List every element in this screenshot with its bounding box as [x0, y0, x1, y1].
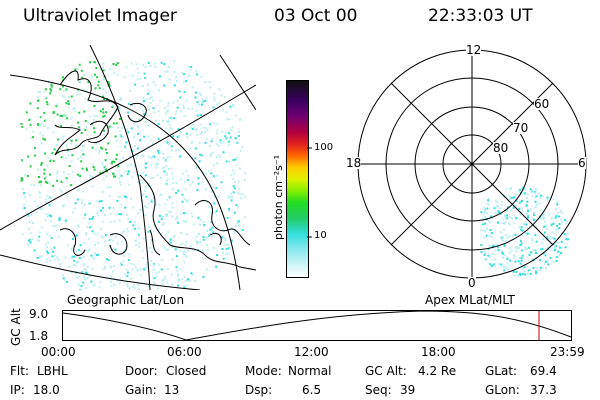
ip-value: 18.0 [33, 383, 60, 397]
glat-label: GLat: [485, 364, 518, 378]
glon-value: 37.3 [530, 383, 557, 397]
timeline-xtick-0600: 06:00 [167, 345, 202, 359]
mlat-label-70: 70 [513, 121, 529, 135]
door-label: Door: [125, 364, 158, 378]
polar-grid [357, 49, 587, 279]
gain-value: 13 [164, 383, 180, 397]
gc-alt-label: GC Alt: [365, 364, 407, 378]
graticule [0, 45, 256, 290]
seq-value: 39 [400, 383, 416, 397]
colorbar-tick-100: 100 [314, 142, 334, 153]
polar-aurora-emission [480, 186, 570, 277]
mlt-label-0: 0 [468, 276, 476, 290]
polar-mlt-plot [357, 49, 587, 279]
dsp-value: 6.5 [302, 383, 322, 397]
altitude-timeline [62, 310, 572, 341]
timeline-xtick-0000: 00:00 [41, 345, 76, 359]
timeline-xtick-1800: 18:00 [421, 345, 456, 359]
observation-date: 03 Oct 00 [274, 6, 358, 26]
timeline-xtick-2359: 23:59 [550, 345, 585, 359]
instrument-title: Ultraviolet Imager [23, 6, 177, 26]
colorbar-label: photon cm⁻²s⁻¹ [272, 154, 285, 240]
mlat-label-80: 80 [493, 141, 509, 155]
mlt-label-12: 12 [466, 43, 482, 57]
timeline-ytick-min: 1.8 [29, 329, 49, 343]
colorbar-tick-10: 10 [314, 230, 327, 241]
seq-label: Seq: [365, 383, 392, 397]
timeline-xtick-1200: 12:00 [294, 345, 329, 359]
glat-value: 69.4 [530, 364, 557, 378]
mlat-label-60: 60 [534, 97, 550, 111]
aurora-emission-map [20, 60, 247, 290]
mlt-label-6: 6 [578, 156, 586, 170]
timeline-ylabel: GC Alt [9, 308, 23, 346]
gain-label: Gain: [125, 383, 157, 397]
timeline-ytick-max: 9.0 [29, 307, 49, 321]
mode-value: Normal [288, 364, 332, 378]
gc-alt-value: 4.2 Re [418, 364, 457, 378]
observation-time: 22:33:03 UT [428, 6, 533, 26]
ip-label: IP: [10, 383, 25, 397]
door-value: Closed [166, 364, 207, 378]
glon-label: GLon: [485, 383, 520, 397]
geographic-map [0, 45, 256, 290]
colorbar-ticks [307, 147, 312, 238]
filter-value: LBHL [37, 364, 68, 378]
mode-label: Mode: [245, 364, 282, 378]
timeline-right-title: Apex MLat/MLT [425, 293, 515, 307]
filter-label: Flt: [10, 364, 29, 378]
dsp-label: Dsp: [245, 383, 273, 397]
coastlines [54, 70, 256, 271]
colorbar [286, 80, 309, 278]
timeline-left-title: Geographic Lat/Lon [67, 293, 185, 307]
mlt-label-18: 18 [346, 156, 362, 170]
